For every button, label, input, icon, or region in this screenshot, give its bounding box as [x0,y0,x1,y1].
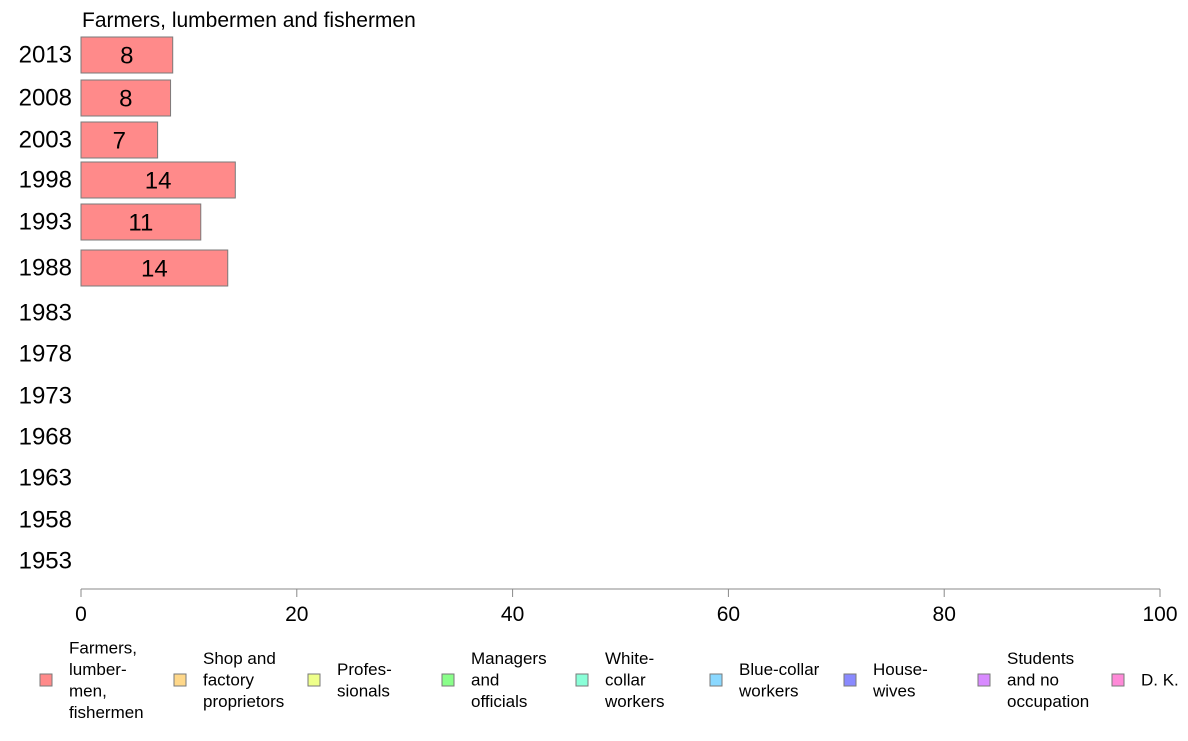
legend-item: House-wives [843,660,928,700]
bar-value-label: 8 [120,43,133,70]
legend-item: D. K. [1111,671,1179,690]
year-label: 1973 [19,383,72,410]
year-label: 1983 [19,300,72,327]
bar [80,36,174,74]
legend-label: wives [872,681,916,700]
legend-label: officials [471,692,527,711]
legend-label: proprietors [203,692,284,711]
bar [80,249,229,287]
legend-label: and [471,671,499,690]
legend-label: collar [605,671,646,690]
legend-swatch [575,673,589,687]
legend-label: men, [69,681,107,700]
year-label: 2003 [19,127,72,154]
bars: 8 8 7 14 11 14 [80,36,236,287]
legend-label: Students [1007,649,1074,668]
legend-item: Managers and officials [441,649,547,711]
year-label: 1998 [19,167,72,194]
year-label: 1993 [19,209,72,236]
bar-value-label: 8 [119,86,132,113]
x-tick-label: 80 [933,603,956,626]
x-tick-label: 100 [1142,603,1177,626]
bar-value-label: 11 [128,210,153,237]
x-tick-label: 0 [75,603,87,626]
year-label: 1968 [19,424,72,451]
legend-label: and no [1007,671,1059,690]
legend-label: sionals [337,681,390,700]
legend-swatch [441,673,455,687]
legend-swatch [1111,673,1125,687]
year-label: 1988 [19,255,72,282]
legend-label: White- [605,649,654,668]
year-labels: 2013 2008 2003 1998 1993 1988 1983 1978 1973 1968… [19,42,72,575]
legend-label: House- [873,660,928,679]
legend-swatch [843,673,857,687]
legend-swatch [307,673,321,687]
year-label: 1958 [19,507,72,534]
legend-label: Farmers, [69,638,137,657]
bar [80,121,159,159]
bar [80,161,236,199]
legend-label: Managers [471,649,547,668]
chart-title: Farmers, lumbermen and fishermen [82,9,416,32]
legend-swatch [709,673,723,687]
legend-label: occupation [1007,692,1089,711]
legend-item: Profes-sionals [307,660,392,700]
legend-label: Shop and [203,649,276,668]
legend-label: factory [203,671,255,690]
year-label: 1978 [19,341,72,368]
legend-label: lumber- [69,660,127,679]
legend-label: D. K. [1141,671,1179,690]
x-axis: 0 20 40 60 80 100 [75,588,1178,626]
year-label: 1953 [19,548,72,575]
legend-swatch [173,673,187,687]
x-tick-label: 60 [717,603,740,626]
bar-value-label: 14 [145,168,172,195]
legend-item: Farmers, lumber-men, fishermen [39,638,144,722]
legend-swatch [977,673,991,687]
legend-label: Blue-collar [739,660,820,679]
legend-label: workers [604,692,665,711]
bar-value-label: 7 [113,128,126,155]
legend-item: Shop and factory proprietors [173,649,284,711]
year-label: 2008 [19,85,72,112]
legend-item: Students and no occupation [977,649,1089,711]
year-label: 2013 [19,42,72,69]
x-tick-label: 20 [285,603,308,626]
legend: Farmers, lumber-men, fishermen Shop and fact… [39,638,1179,722]
legend-label: Profes- [337,660,392,679]
bar-value-label: 14 [141,256,168,283]
bar [80,203,202,241]
legend-label: workers [738,681,799,700]
year-label: 1963 [19,465,72,492]
legend-swatch [39,673,53,687]
legend-item: Blue-collar workers [709,660,820,700]
legend-label: fishermen [69,703,144,722]
x-tick-label: 40 [501,603,524,626]
legend-item: White-collar workers [575,649,665,711]
bar [80,79,172,117]
